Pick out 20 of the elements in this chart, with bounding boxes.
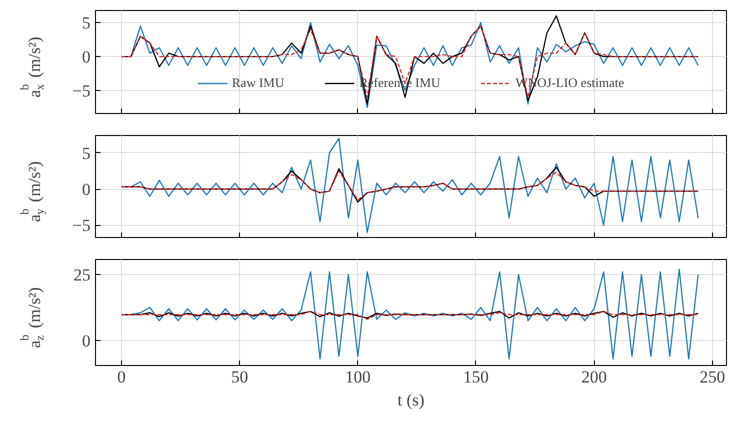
x-tick-label: 250 xyxy=(700,368,726,386)
y-tick-label: 5 xyxy=(82,14,90,33)
x-tick-label: 50 xyxy=(231,368,248,386)
y-axis-title: abx (m/s²) xyxy=(18,36,46,98)
y-tick-label: 0 xyxy=(82,48,90,67)
x-tick-label: 0 xyxy=(117,368,126,386)
line-series xyxy=(120,25,699,98)
y-tick-label: 25 xyxy=(74,266,90,285)
x-tick-label: 150 xyxy=(463,368,489,386)
y-tick-label: 5 xyxy=(82,144,90,163)
x-axis-title: t (s) xyxy=(398,390,424,410)
y-tick-label: −5 xyxy=(72,216,91,236)
y-tick-label: 0 xyxy=(82,331,90,350)
y-axis-title: aby (m/s²) xyxy=(18,161,46,222)
y-tick-label: 0 xyxy=(82,180,90,200)
y-axis-title: abz (m/s²) xyxy=(18,287,46,348)
x-tick-label: 200 xyxy=(581,368,607,386)
legend-label: Raw IMU xyxy=(232,75,284,91)
y-tick-label: −5 xyxy=(72,81,91,100)
x-tick-label: 100 xyxy=(345,368,371,386)
